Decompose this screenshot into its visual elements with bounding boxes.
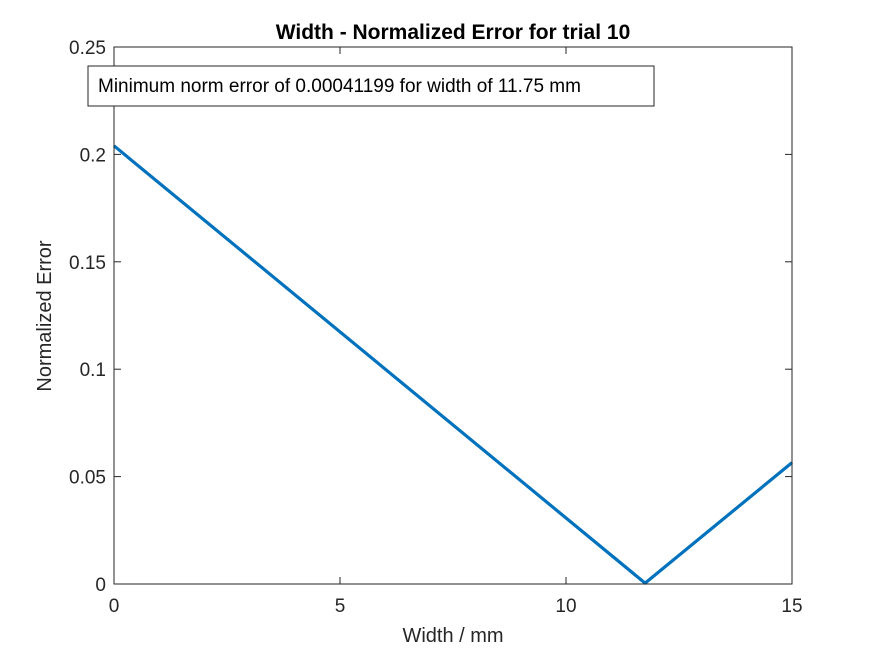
y-tick-label: 0.25 [69, 38, 106, 59]
y-tick-label: 0.15 [69, 253, 106, 274]
annotation-box [87, 65, 655, 107]
y-tick-label: 0.05 [69, 468, 106, 489]
x-tick-label: 10 [555, 596, 576, 617]
y-tick-label: 0 [95, 575, 106, 596]
axes-box [113, 46, 793, 585]
y-tick-label: 0.2 [80, 145, 106, 166]
tick-labels: 0 5 10 15 0 0.05 0.1 0.15 0.2 0.25 [69, 38, 803, 617]
x-tick-label: 5 [335, 596, 346, 617]
tick-marks [113, 46, 793, 585]
x-axis-label: Width / mm [402, 625, 503, 647]
annotation-text: Minimum norm error of 0.00041199 for wid… [98, 76, 581, 97]
y-axis-label: Normalized Error [34, 240, 56, 391]
y-tick-label: 0.1 [80, 360, 106, 381]
chart-title: Width - Normalized Error for trial 10 [276, 21, 631, 44]
x-tick-label: 15 [781, 596, 802, 617]
series-group [112, 144, 794, 585]
series-line [112, 144, 794, 585]
x-tick-label: 0 [109, 596, 120, 617]
plot-area [114, 47, 792, 584]
